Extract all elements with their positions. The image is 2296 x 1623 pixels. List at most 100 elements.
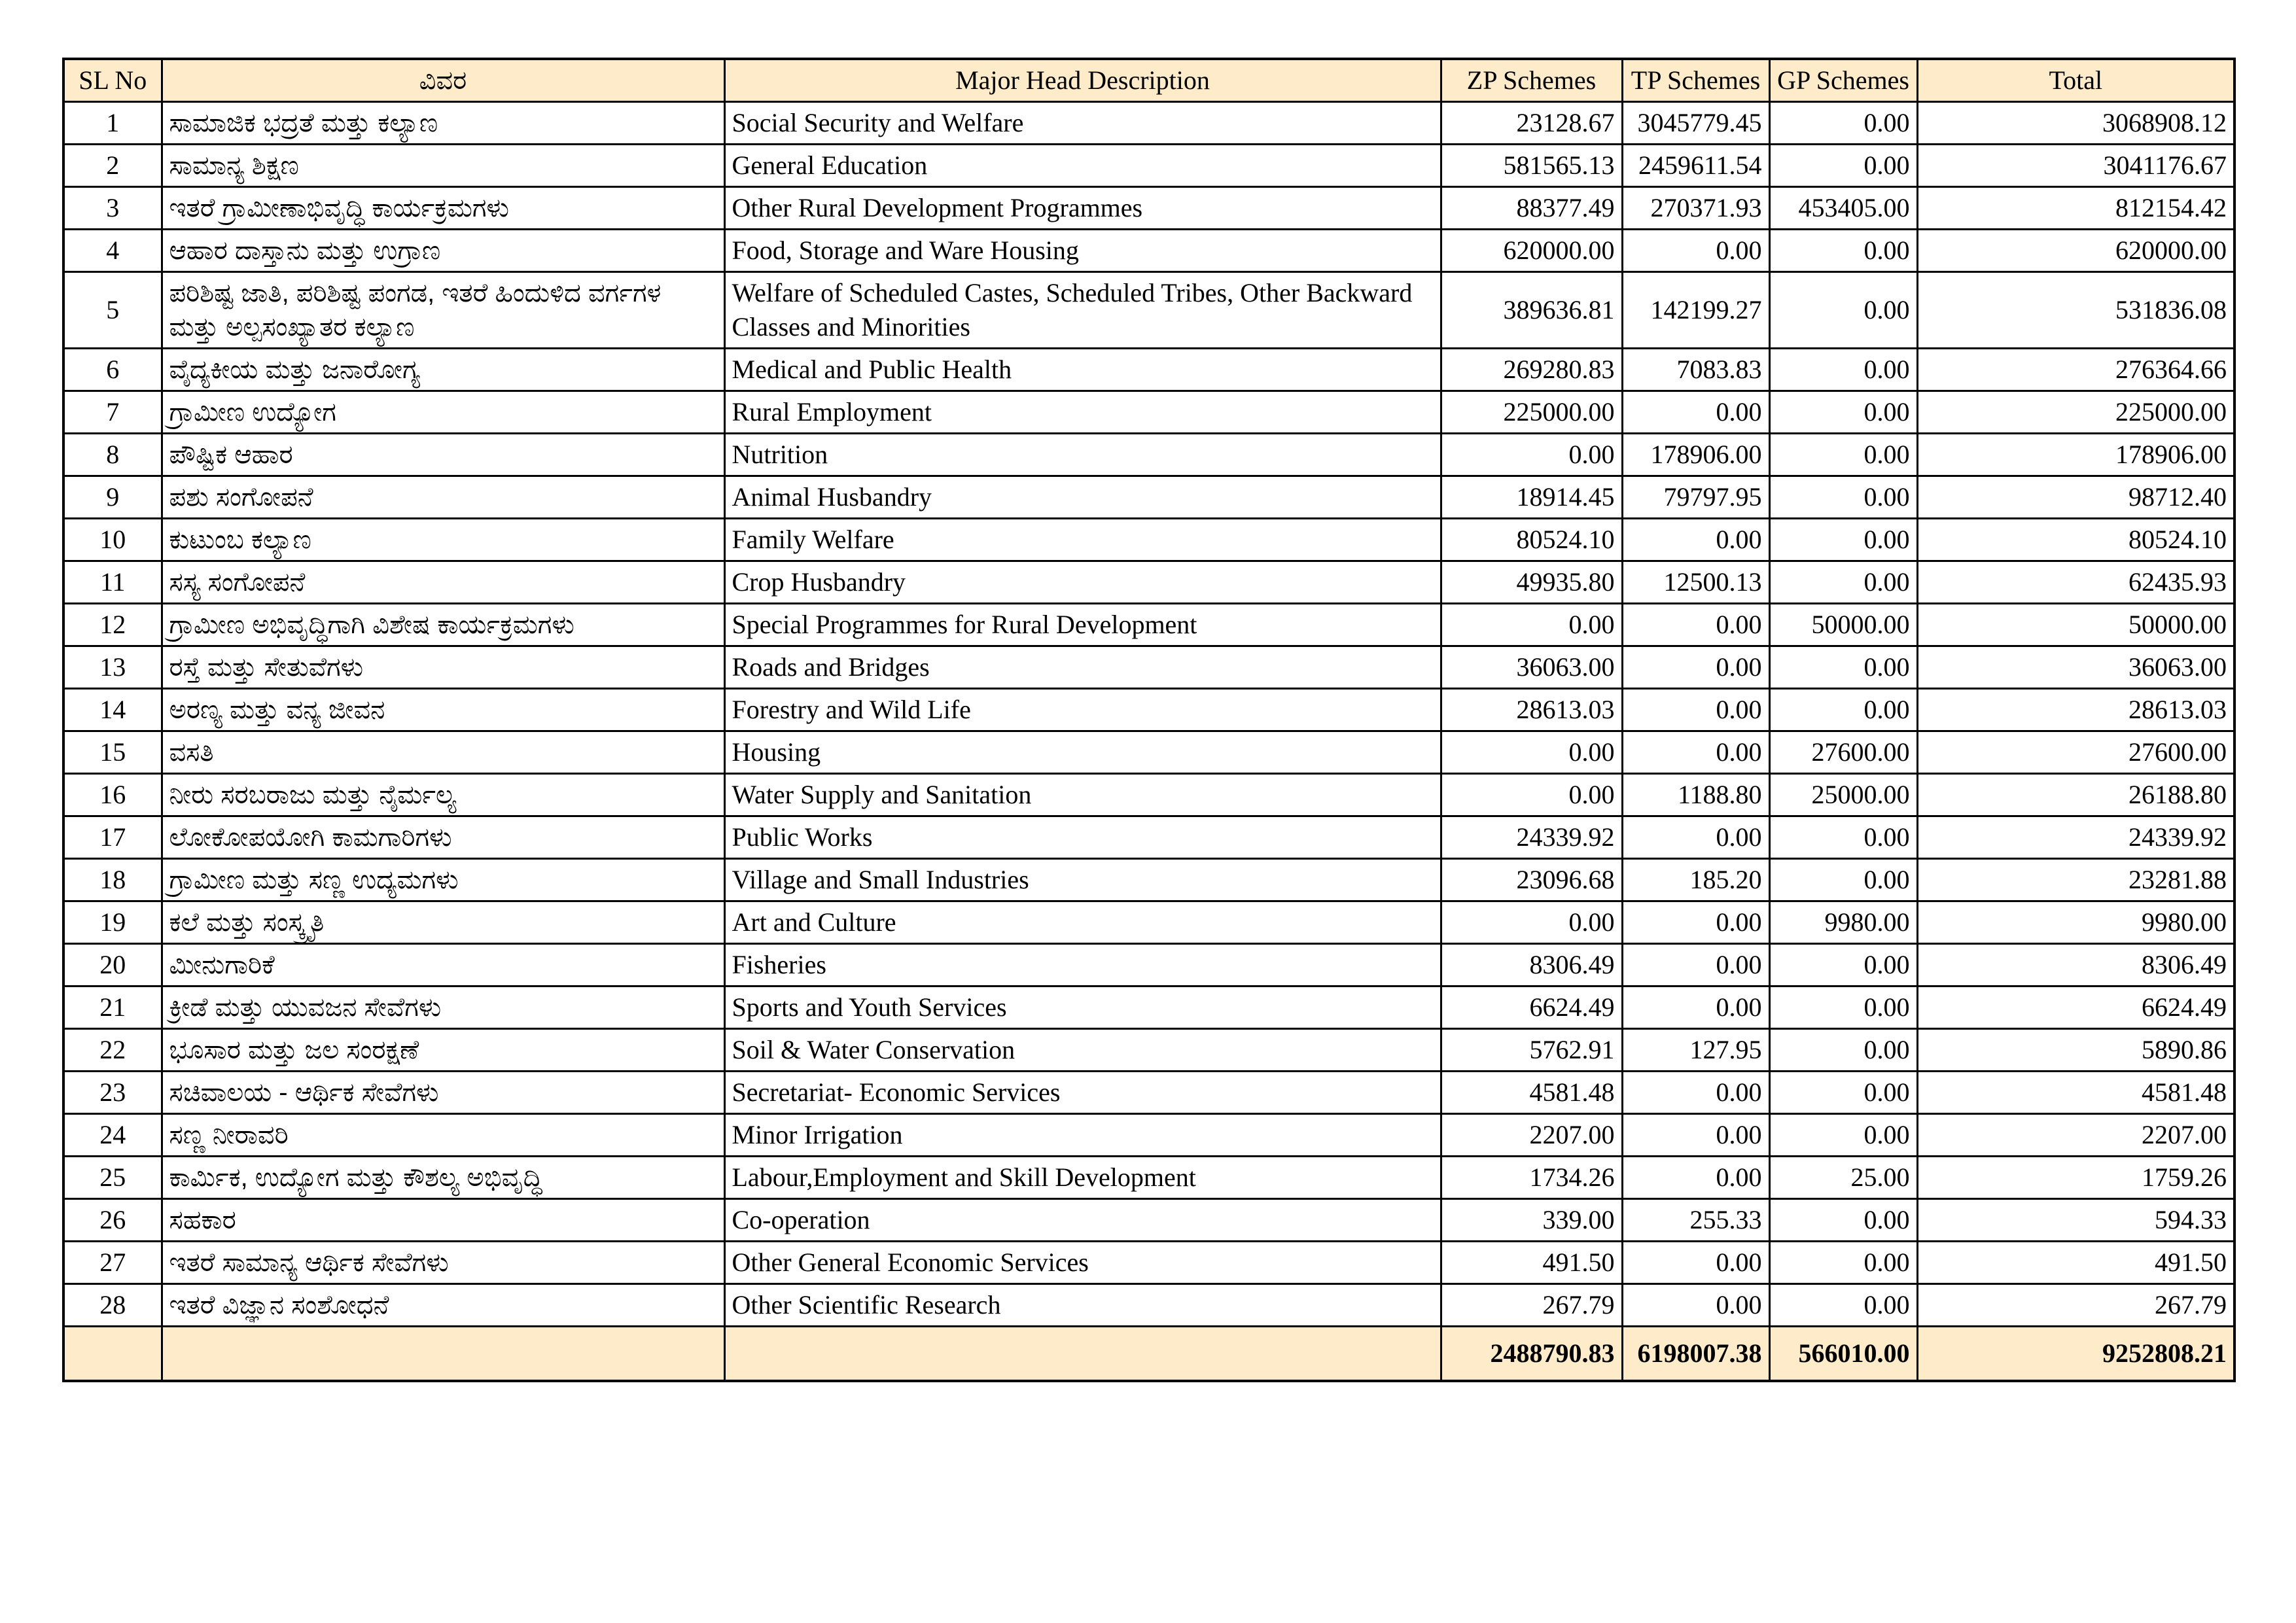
cell-zp-schemes: 18914.45 [1439, 475, 1623, 519]
cell-major-head-description: Crop Husbandry [723, 560, 1442, 604]
cell-major-head-description: Housing [723, 730, 1442, 775]
total-cell-major-head-description [723, 1325, 1442, 1382]
cell-major-head-description: Food, Storage and Ware Housing [723, 228, 1442, 273]
table-row[interactable]: 28 ಇತರೆ ವಿಜ್ಞಾನ ಸಂಶೋಧನೆ Other Scientific R… [62, 1283, 2236, 1327]
table-row[interactable]: 23 ಸಚಿವಾಲಯ - ಆರ್ಥಿಕ ಸೇವೆಗಳು Secretariat- E… [62, 1070, 2236, 1115]
cell-tp-schemes: 127.95 [1621, 1028, 1771, 1072]
table-row[interactable]: 14 ಅರಣ್ಯ ಮತ್ತು ವನ್ಯ ಜೀವನ Forestry and Wild… [62, 688, 2236, 732]
cell-vivara-kannada: ಸಚಿವಾಲಯ - ಆರ್ಥಿಕ ಸೇವೆಗಳು [160, 1070, 726, 1115]
cell-gp-schemes: 0.00 [1768, 432, 1918, 477]
cell-total: 594.33 [1916, 1198, 2236, 1242]
table-row[interactable]: 19 ಕಲೆ ಮತ್ತು ಸಂಸ್ಕ್ರೃತಿ Art and Culture 0.0… [62, 900, 2236, 945]
cell-vivara-kannada: ಅರಣ್ಯ ಮತ್ತು ವನ್ಯ ಜೀವನ [160, 688, 726, 732]
cell-tp-schemes: 0.00 [1621, 390, 1771, 434]
cell-zp-schemes: 389636.81 [1439, 271, 1623, 349]
column-header-major-head-description[interactable]: Major Head Description [723, 58, 1442, 103]
table-row[interactable]: 9 ಪಶು ಸಂಗೋಪನೆ Animal Husbandry 18914.45 7979… [62, 475, 2236, 519]
column-header-sl-no[interactable]: SL No [62, 58, 163, 103]
cell-gp-schemes: 0.00 [1768, 1240, 1918, 1285]
cell-zp-schemes: 267.79 [1439, 1283, 1623, 1327]
cell-total: 62435.93 [1916, 560, 2236, 604]
cell-vivara-kannada: ಇತರೆ ವಿಜ್ಞಾನ ಸಂಶೋಧನೆ [160, 1283, 726, 1327]
cell-tp-schemes: 12500.13 [1621, 560, 1771, 604]
table-body: 1 ಸಾಮಾಜಿಕ ಭದ್ರತೆ ಮತ್ತು ಕಲ್ಯಾಣ Social Secur… [62, 101, 2236, 1382]
cell-vivara-kannada: ಸಸ್ಯ ಸಂಗೋಪನೆ [160, 560, 726, 604]
column-header-tp-schemes[interactable]: TP Schemes [1621, 58, 1771, 103]
budget-table-sheet: SL No ವಿವರ Major Head Description ZP Sch… [62, 58, 2236, 1382]
cell-zp-schemes: 6624.49 [1439, 985, 1623, 1030]
cell-zp-schemes: 339.00 [1439, 1198, 1623, 1242]
cell-total: 531836.08 [1916, 271, 2236, 349]
cell-zp-schemes: 49935.80 [1439, 560, 1623, 604]
cell-major-head-description: Rural Employment [723, 390, 1442, 434]
table-row[interactable]: 15 ವಸತಿ Housing 0.00 0.00 27600.00 27600.00 [62, 730, 2236, 775]
cell-total: 28613.03 [1916, 688, 2236, 732]
cell-major-head-description: Other General Economic Services [723, 1240, 1442, 1285]
cell-total: 2207.00 [1916, 1113, 2236, 1157]
cell-sl-no: 9 [62, 475, 163, 519]
cell-gp-schemes: 0.00 [1768, 143, 1918, 188]
table-row[interactable]: 3 ಇತರೆ ಗ್ರಾಮೀಣಾಭಿವೃದ್ಧಿ ಕಾರ್ಯಕ್ರಮಗಳು Other… [62, 186, 2236, 230]
cell-tp-schemes: 0.00 [1621, 1240, 1771, 1285]
cell-vivara-kannada: ಆಹಾರ ದಾಸ್ತಾನು ಮತ್ತು ಉಗ್ರಾಣ [160, 228, 726, 273]
table-row[interactable]: 2 ಸಾಮಾನ್ಯ ಶಿಕ್ಷಣ General Education 581565.1… [62, 143, 2236, 188]
table-row[interactable]: 17 ಲೋಕೋಪಯೋಗಿ ಕಾಮಗಾರಿಗಳು Public Works 24339.… [62, 815, 2236, 860]
table-row[interactable]: 4 ಆಹಾರ ದಾಸ್ತಾನು ಮತ್ತು ಉಗ್ರಾಣ Food, Storage… [62, 228, 2236, 273]
total-cell-tp-schemes: 6198007.38 [1621, 1325, 1771, 1382]
cell-major-head-description: Other Rural Development Programmes [723, 186, 1442, 230]
cell-total: 3041176.67 [1916, 143, 2236, 188]
cell-sl-no: 6 [62, 347, 163, 392]
column-header-vivara[interactable]: ವಿವರ [160, 58, 726, 103]
table-row[interactable]: 22 ಭೂಸಾರ ಮತ್ತು ಜಲ ಸಂರಕ್ಷಣೆ Soil & Water Co… [62, 1028, 2236, 1072]
cell-vivara-kannada: ಗ್ರಾಮೀಣ ಅಭಿವೃದ್ಧಿಗಾಗಿ ವಿಶೇಷ ಕಾರ್ಯಕ್ರಮಗಳು [160, 602, 726, 647]
cell-tp-schemes: 79797.95 [1621, 475, 1771, 519]
table-row[interactable]: 20 ಮೀನುಗಾರಿಕೆ Fisheries 8306.49 0.00 0.00 8306… [62, 943, 2236, 987]
table-row[interactable]: 13 ರಸ್ತೆ ಮತ್ತು ಸೇತುವೆಗಳು Roads and Bridges… [62, 645, 2236, 689]
cell-sl-no: 2 [62, 143, 163, 188]
cell-tp-schemes: 0.00 [1621, 1155, 1771, 1200]
table-row[interactable]: 24 ಸಣ್ಣ ನೀರಾವರಿ Minor Irrigation 2207.00 0.0… [62, 1113, 2236, 1157]
cell-tp-schemes: 0.00 [1621, 1113, 1771, 1157]
cell-sl-no: 28 [62, 1283, 163, 1327]
table-row[interactable]: 16 ನೀರು ಸರಬರಾಜು ಮತ್ತು ನೈರ್ಮಲ್ಯ Water Suppl… [62, 773, 2236, 817]
cell-zp-schemes: 0.00 [1439, 773, 1623, 817]
cell-tp-schemes: 0.00 [1621, 602, 1771, 647]
cell-tp-schemes: 2459611.54 [1621, 143, 1771, 188]
cell-major-head-description: Sports and Youth Services [723, 985, 1442, 1030]
cell-sl-no: 24 [62, 1113, 163, 1157]
cell-gp-schemes: 0.00 [1768, 1070, 1918, 1115]
cell-gp-schemes: 50000.00 [1768, 602, 1918, 647]
table-row[interactable]: 21 ಕ್ರೀಡೆ ಮತ್ತು ಯುವಜನ ಸೇವೆಗಳು Sports and Y… [62, 985, 2236, 1030]
table-row[interactable]: 26 ಸಹಕಾರ Co-operation 339.00 255.33 0.00 594.3… [62, 1198, 2236, 1242]
column-header-gp-schemes[interactable]: GP Schemes [1768, 58, 1918, 103]
table-row[interactable]: 6 ವೈದ್ಯಕೀಯ ಮತ್ತು ಜನಾರೋಗ್ಯ Medical and Publ… [62, 347, 2236, 392]
table-row[interactable]: 27 ಇತರೆ ಸಾಮಾನ್ಯ ಆರ್ಥಿಕ ಸೇವೆಗಳು Other Gener… [62, 1240, 2236, 1285]
cell-major-head-description: Family Welfare [723, 517, 1442, 562]
cell-tp-schemes: 185.20 [1621, 858, 1771, 902]
column-header-zp-schemes[interactable]: ZP Schemes [1439, 58, 1623, 103]
cell-sl-no: 4 [62, 228, 163, 273]
table-row[interactable]: 18 ಗ್ರಾಮೀಣ ಮತ್ತು ಸಣ್ಣ ಉದ್ಯಮಗಳು Village and… [62, 858, 2236, 902]
table-row[interactable]: 8 ಪೌಷ್ಟಿಕ ಆಹಾರ Nutrition 0.00 178906.00 0.00 1… [62, 432, 2236, 477]
cell-sl-no: 22 [62, 1028, 163, 1072]
cell-total: 5890.86 [1916, 1028, 2236, 1072]
table-row[interactable]: 11 ಸಸ್ಯ ಸಂಗೋಪನೆ Crop Husbandry 49935.80 1250… [62, 560, 2236, 604]
cell-sl-no: 25 [62, 1155, 163, 1200]
table-row[interactable]: 1 ಸಾಮಾಜಿಕ ಭದ್ರತೆ ಮತ್ತು ಕಲ್ಯಾಣ Social Secur… [62, 101, 2236, 145]
table-row[interactable]: 5 ಪರಿಶಿಷ್ಟ ಜಾತಿ, ಪರಿಶಿಷ್ಟ ಪಂಗಡ, ಇತರೆ ಹಿಂದ… [62, 271, 2236, 349]
cell-gp-schemes: 0.00 [1768, 390, 1918, 434]
cell-gp-schemes: 0.00 [1768, 1283, 1918, 1327]
cell-tp-schemes: 1188.80 [1621, 773, 1771, 817]
column-header-total[interactable]: Total [1916, 58, 2236, 103]
table-row[interactable]: 7 ಗ್ರಾಮೀಣ ಉದ್ಯೋಗ Rural Employment 225000.00… [62, 390, 2236, 434]
cell-vivara-kannada: ಇತರೆ ಸಾಮಾನ್ಯ ಆರ್ಥಿಕ ಸೇವೆಗಳು [160, 1240, 726, 1285]
cell-zp-schemes: 1734.26 [1439, 1155, 1623, 1200]
table-row[interactable]: 10 ಕುಟುಂಬ ಕಲ್ಯಾಣ Family Welfare 80524.10 0.0… [62, 517, 2236, 562]
cell-zp-schemes: 4581.48 [1439, 1070, 1623, 1115]
table-row[interactable]: 25 ಕಾರ್ಮಿಕ, ಉದ್ಯೋಗ ಮತ್ತು ಕೌಶಲ್ಯ ಅಭಿವೃದ್ಧಿ… [62, 1155, 2236, 1200]
table-row[interactable]: 12 ಗ್ರಾಮೀಣ ಅಭಿವೃದ್ಧಿಗಾಗಿ ವಿಶೇಷ ಕಾರ್ಯಕ್ರಮಗ… [62, 602, 2236, 647]
total-cell-vivara-kannada [160, 1325, 726, 1382]
cell-vivara-kannada: ವೈದ್ಯಕೀಯ ಮತ್ತು ಜನಾರೋಗ್ಯ [160, 347, 726, 392]
cell-gp-schemes: 0.00 [1768, 517, 1918, 562]
cell-zp-schemes: 24339.92 [1439, 815, 1623, 860]
